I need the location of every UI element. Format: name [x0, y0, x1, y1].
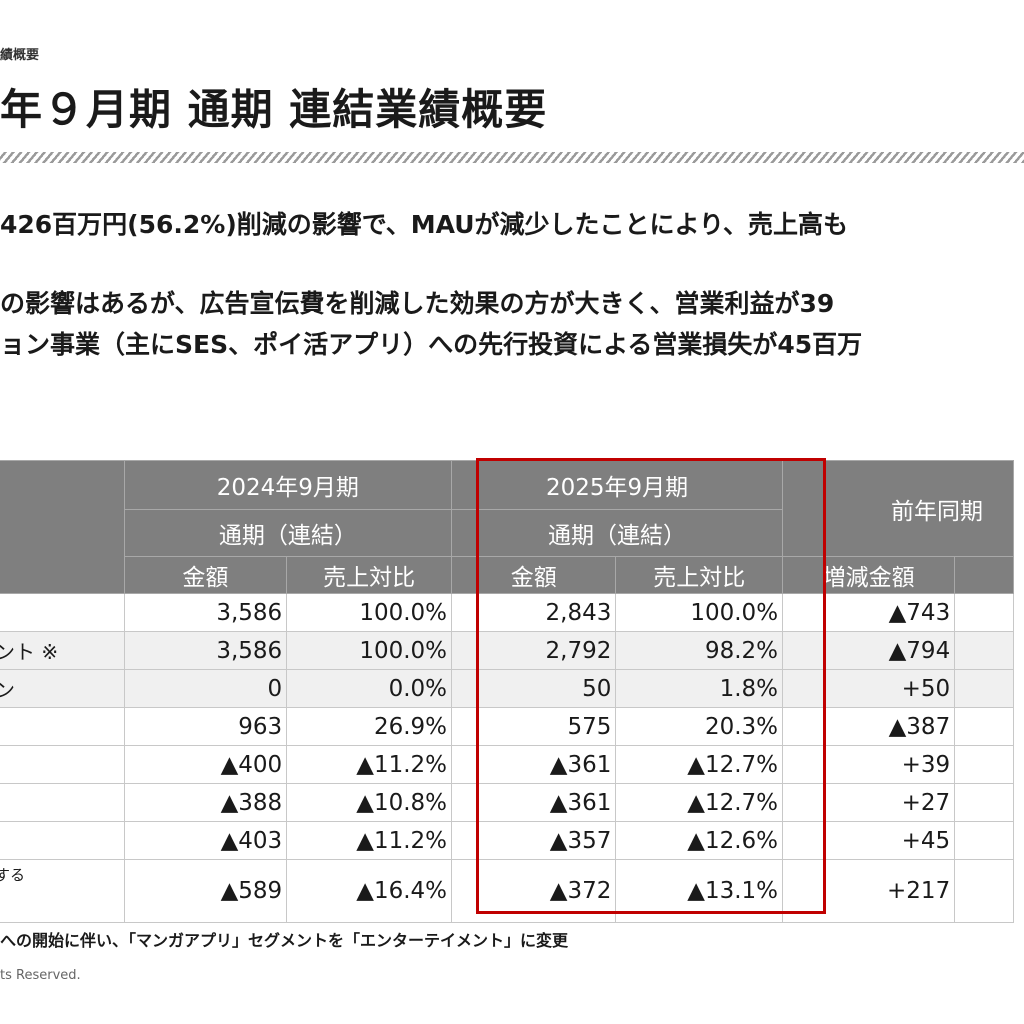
- amount-2025-header: 金額: [451, 556, 617, 594]
- table-row: ▲403 ▲11.2% ▲357 ▲12.6% +45: [0, 821, 1014, 860]
- table-cell: ▲12.6%: [615, 821, 784, 860]
- table-cell: +217: [782, 859, 956, 923]
- table-cell: [954, 745, 1014, 784]
- page-title: 年９月期 通期 連結業績概要: [0, 85, 548, 134]
- yoy-header: 前年同期: [782, 460, 1014, 557]
- table-cell: 100.0%: [615, 593, 784, 632]
- table-cell: 3,586: [123, 593, 288, 632]
- row-label: [0, 593, 125, 632]
- table-cell: [954, 783, 1014, 822]
- table-cell: ▲400: [123, 745, 288, 784]
- table-cell: [954, 859, 1014, 923]
- table-cell: 963: [123, 707, 288, 746]
- table-cell: 20.3%: [615, 707, 784, 746]
- table-row: ▲388 ▲10.8% ▲361 ▲12.7% +27: [0, 783, 1014, 822]
- table-cell: ▲357: [451, 821, 617, 860]
- scope-2024-header: 通期（連結）: [123, 509, 453, 557]
- table-cell: 98.2%: [615, 631, 784, 670]
- scope-2025-header: 通期（連結）: [451, 509, 784, 557]
- table-cell: ▲12.7%: [615, 745, 784, 784]
- table-cell: ▲403: [123, 821, 288, 860]
- change-extra-header: [954, 556, 1014, 594]
- period-2025-header: 2025年9月期: [451, 460, 784, 510]
- summary-line-2: の影響はあるが、広告宣伝費を削減した効果の方が大きく、営業利益が39: [0, 289, 835, 318]
- table-cell: 1.8%: [615, 669, 784, 708]
- table-row: する ▲589 ▲16.4% ▲372 ▲13.1% +217: [0, 859, 1014, 923]
- table-cell: ▲10.8%: [286, 783, 453, 822]
- table-cell: ▲372: [451, 859, 617, 923]
- row-label: [0, 707, 125, 746]
- row-label: [0, 821, 125, 860]
- table-cell: [954, 707, 1014, 746]
- table-row: ▲400 ▲11.2% ▲361 ▲12.7% +39: [0, 745, 1014, 784]
- amount-2024-header: 金額: [123, 556, 288, 594]
- table-cell: ▲16.4%: [286, 859, 453, 923]
- table-cell: 100.0%: [286, 593, 453, 632]
- table-row: 3,586 100.0% 2,843 100.0% ▲743: [0, 593, 1014, 632]
- table-cell: 50: [451, 669, 617, 708]
- table-cell: 2,792: [451, 631, 617, 670]
- table-row: ント ※ 3,586 100.0% 2,792 98.2% ▲794: [0, 631, 1014, 670]
- table-cell: ▲387: [782, 707, 956, 746]
- table-cell: ▲361: [451, 745, 617, 784]
- title-divider: [0, 152, 1024, 163]
- table-cell: ▲589: [123, 859, 288, 923]
- summary-line-1: 426百万円(56.2%)削減の影響で、MAUが減少したことにより、売上高も: [0, 210, 849, 239]
- table-cell: ▲388: [123, 783, 288, 822]
- row-label: ン: [0, 669, 125, 708]
- table-cell: [954, 669, 1014, 708]
- table-cell: ▲361: [451, 783, 617, 822]
- table-cell: 0: [123, 669, 288, 708]
- ratio-2025-header: 売上対比: [615, 556, 784, 594]
- table-cell: ▲11.2%: [286, 745, 453, 784]
- table-cell: +27: [782, 783, 956, 822]
- table-cell: 575: [451, 707, 617, 746]
- table-row: 963 26.9% 575 20.3% ▲387: [0, 707, 1014, 746]
- change-amount-header: 増減金額: [782, 556, 956, 594]
- table-cell: 0.0%: [286, 669, 453, 708]
- table-cell: ▲13.1%: [615, 859, 784, 923]
- table-row: ン 0 0.0% 50 1.8% +50: [0, 669, 1014, 708]
- row-label: [0, 783, 125, 822]
- summary-line-3: ョン事業（主にSES、ポイ活アプリ）への先行投資による営業損失が45百万: [0, 330, 863, 359]
- table-cell: ▲794: [782, 631, 956, 670]
- table-cell: [954, 821, 1014, 860]
- table-cell: [954, 593, 1014, 632]
- row-label-header: [0, 460, 125, 594]
- table-cell: +39: [782, 745, 956, 784]
- table-cell: 100.0%: [286, 631, 453, 670]
- footnote: への開始に伴い、「マンガアプリ」セグメントを「エンターテイメント」に変更: [0, 931, 569, 950]
- table-cell: ▲743: [782, 593, 956, 632]
- table-cell: ▲12.7%: [615, 783, 784, 822]
- copyright: ts Reserved.: [0, 968, 81, 983]
- table-cell: 3,586: [123, 631, 288, 670]
- row-label: ント ※: [0, 631, 125, 670]
- row-label: する: [0, 859, 125, 923]
- results-table: 2024年9月期 2025年9月期 前年同期 通期（連結） 通期（連結） 金額 …: [0, 460, 1014, 923]
- table-cell: 26.9%: [286, 707, 453, 746]
- table-cell: ▲11.2%: [286, 821, 453, 860]
- period-2024-header: 2024年9月期: [123, 460, 453, 510]
- table-cell: +45: [782, 821, 956, 860]
- breadcrumb: 績概要: [0, 48, 40, 63]
- table-cell: +50: [782, 669, 956, 708]
- table-cell: [954, 631, 1014, 670]
- row-label: [0, 745, 125, 784]
- ratio-2024-header: 売上対比: [286, 556, 453, 594]
- table-cell: 2,843: [451, 593, 617, 632]
